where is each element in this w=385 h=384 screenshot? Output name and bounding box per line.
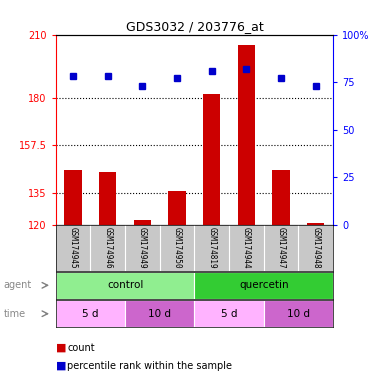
Bar <box>64 170 82 225</box>
Bar <box>238 45 255 225</box>
Text: 5 d: 5 d <box>221 309 237 319</box>
Bar <box>125 300 194 327</box>
Bar <box>99 172 116 225</box>
Text: GSM174944: GSM174944 <box>242 227 251 269</box>
Text: percentile rank within the sample: percentile rank within the sample <box>67 361 233 371</box>
Text: count: count <box>67 343 95 353</box>
Text: GSM174950: GSM174950 <box>172 227 182 269</box>
Bar <box>134 220 151 225</box>
Text: 10 d: 10 d <box>148 309 171 319</box>
Text: time: time <box>4 309 26 319</box>
Text: ■: ■ <box>56 343 66 353</box>
Text: GSM174945: GSM174945 <box>69 227 78 269</box>
Bar <box>307 223 324 225</box>
Text: GSM174948: GSM174948 <box>311 227 320 269</box>
Text: 5 d: 5 d <box>82 309 99 319</box>
Text: GSM174946: GSM174946 <box>103 227 112 269</box>
Text: 10 d: 10 d <box>287 309 310 319</box>
Text: GSM174949: GSM174949 <box>138 227 147 269</box>
Bar <box>56 272 194 299</box>
Bar <box>194 300 264 327</box>
Bar <box>56 300 125 327</box>
Bar <box>194 272 333 299</box>
Bar <box>169 191 186 225</box>
Text: quercetin: quercetin <box>239 280 288 290</box>
Bar <box>273 170 290 225</box>
Bar <box>264 300 333 327</box>
Text: ■: ■ <box>56 361 66 371</box>
Text: control: control <box>107 280 143 290</box>
Text: agent: agent <box>4 280 32 290</box>
Title: GDS3032 / 203776_at: GDS3032 / 203776_at <box>126 20 263 33</box>
Bar <box>203 94 220 225</box>
Text: GSM174819: GSM174819 <box>207 227 216 269</box>
Text: GSM174947: GSM174947 <box>276 227 286 269</box>
